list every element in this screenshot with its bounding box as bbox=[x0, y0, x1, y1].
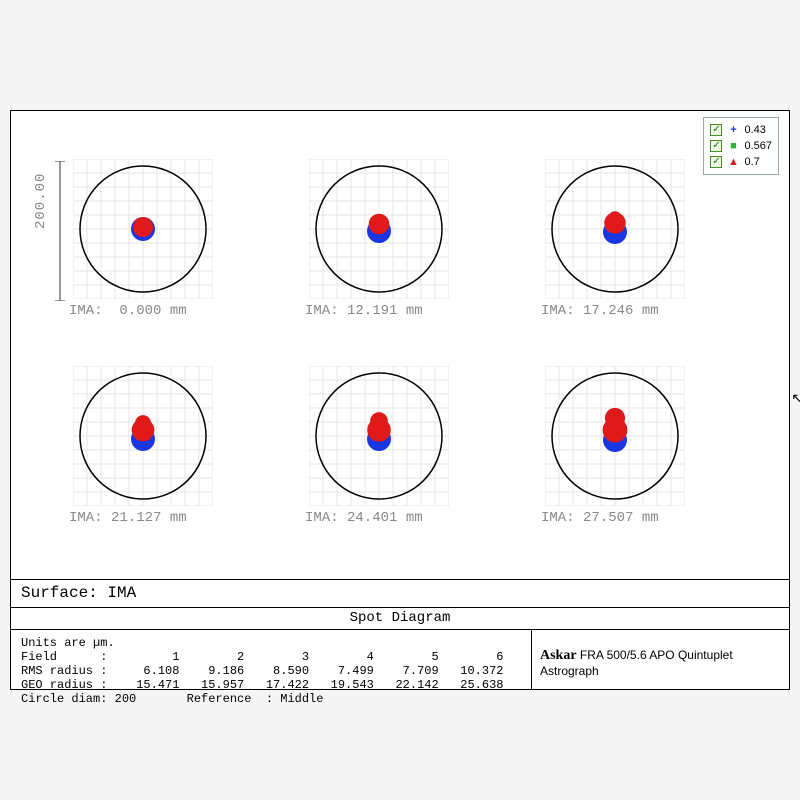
spot-cell: IMA: 0.000 mm bbox=[73, 159, 261, 332]
product-info: Askar FRA 500/5.6 APO Quintuplet Astrogr… bbox=[531, 630, 789, 689]
diagram-title: Spot Diagram bbox=[11, 607, 789, 629]
spot-cell: IMA: 24.401 mm bbox=[309, 366, 497, 539]
checkbox-icon[interactable]: ✓ bbox=[710, 140, 722, 152]
legend-value: 0.567 bbox=[744, 138, 772, 154]
legend-symbol: ■ bbox=[726, 138, 740, 154]
scale-bar bbox=[53, 161, 67, 301]
legend-symbol: + bbox=[726, 122, 740, 138]
cursor-icon: ↖ bbox=[791, 391, 800, 408]
plot-area: ✓+0.43✓■0.567✓▲0.7 200.00 IMA: 0.000 mmI… bbox=[11, 111, 789, 579]
spot-ima-label: IMA: 17.246 mm bbox=[541, 303, 659, 319]
checkbox-icon[interactable]: ✓ bbox=[710, 124, 722, 136]
legend-value: 0.43 bbox=[744, 122, 765, 138]
data-table: Units are µm. Field : 1 2 3 4 5 6 RMS ra… bbox=[11, 630, 531, 689]
legend-value: 0.7 bbox=[744, 154, 759, 170]
spot-ima-label: IMA: 24.401 mm bbox=[305, 510, 423, 526]
legend-item[interactable]: ✓ ■0.567 bbox=[710, 138, 772, 154]
data-footer: Units are µm. Field : 1 2 3 4 5 6 RMS ra… bbox=[11, 629, 789, 689]
legend-item[interactable]: ✓ +0.43 bbox=[710, 122, 772, 138]
spot-cell: IMA: 17.246 mm bbox=[545, 159, 733, 332]
brand-label: Askar bbox=[540, 648, 577, 663]
spot-ima-label: IMA: 0.000 mm bbox=[69, 303, 187, 319]
spot-ima-label: IMA: 21.127 mm bbox=[69, 510, 187, 526]
spot-cell: IMA: 12.191 mm bbox=[309, 159, 497, 332]
spot-cell: IMA: 27.507 mm bbox=[545, 366, 733, 539]
spot-ima-label: IMA: 12.191 mm bbox=[305, 303, 423, 319]
spot-grid: IMA: 0.000 mm IMA: 12.191 mm IMA: 17.246 m… bbox=[73, 159, 733, 539]
spot-diagram-window: ✓+0.43✓■0.567✓▲0.7 200.00 IMA: 0.000 mmI… bbox=[10, 110, 790, 690]
spot-cell: IMA: 21.127 mm bbox=[73, 366, 261, 539]
scale-label: 200.00 bbox=[33, 173, 49, 229]
spot-ima-label: IMA: 27.507 mm bbox=[541, 510, 659, 526]
surface-label: Surface: IMA bbox=[11, 579, 789, 607]
